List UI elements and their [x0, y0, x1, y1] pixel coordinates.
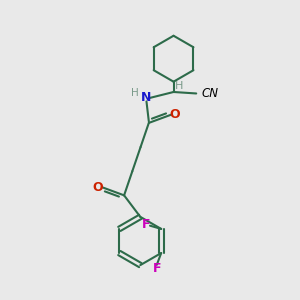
Text: N: N: [141, 92, 152, 104]
Text: F: F: [152, 262, 161, 275]
Text: O: O: [169, 108, 180, 121]
Text: H: H: [131, 88, 139, 98]
Text: H: H: [175, 80, 183, 91]
Text: O: O: [93, 181, 104, 194]
Text: F: F: [142, 218, 151, 231]
Text: CN: CN: [202, 87, 218, 100]
